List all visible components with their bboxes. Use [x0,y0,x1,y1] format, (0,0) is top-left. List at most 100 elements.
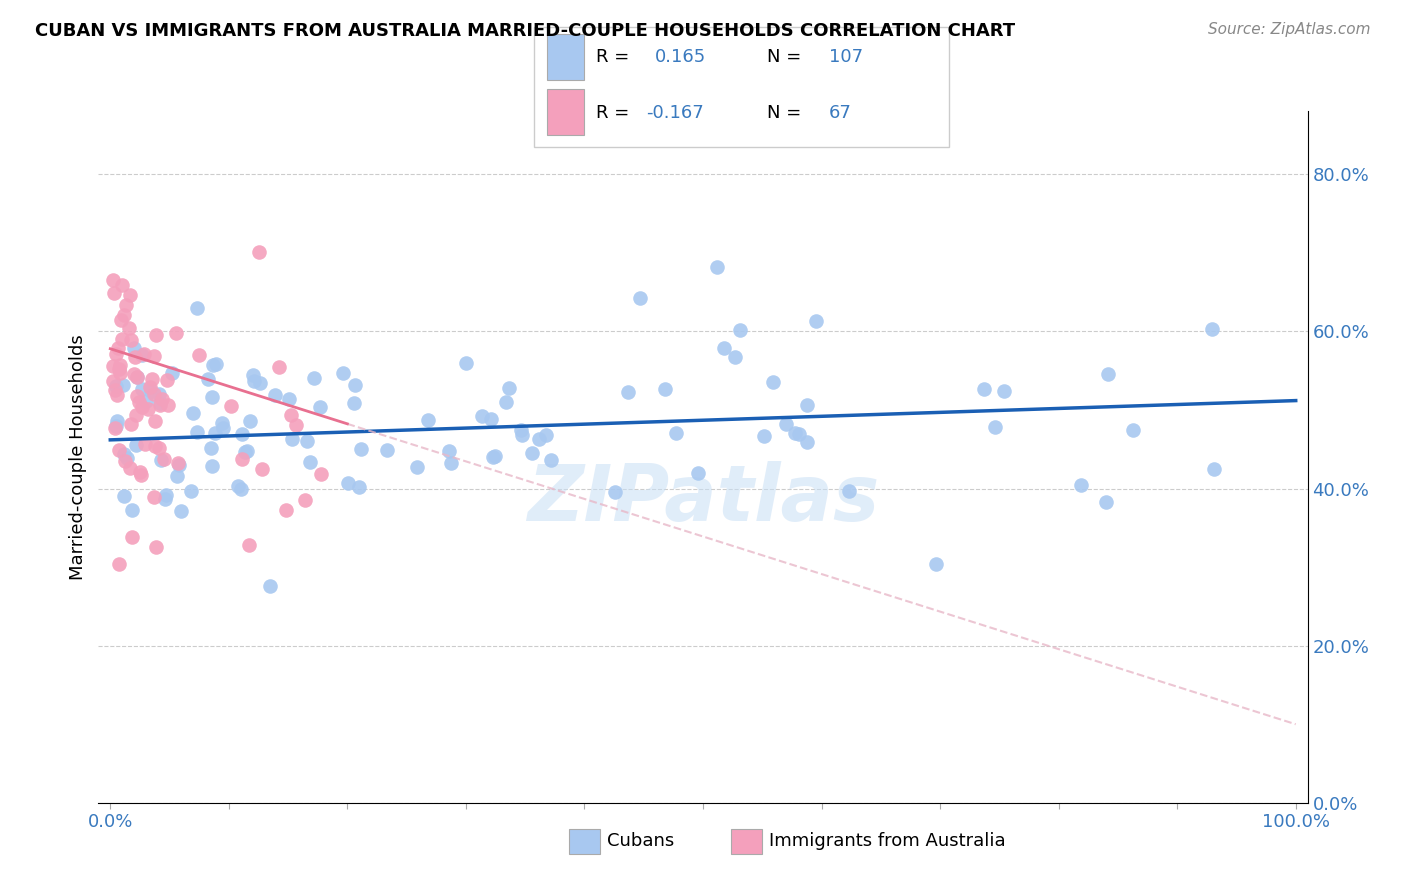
Point [796,398,818,412]
Point [143,490,166,504]
Point [127,370,149,384]
Point [973,382,995,396]
Point [117,320,139,334]
Point [150,392,173,407]
Point [454,356,477,370]
Point [247,245,270,260]
Point [510,423,533,437]
Point [201,390,224,404]
Point [104,420,127,434]
Point [277,392,299,406]
Point [229,482,252,496]
Point [200,441,222,455]
Point [117,450,139,465]
Point [628,291,651,305]
Point [236,444,259,458]
Point [186,425,208,439]
Point [124,367,146,381]
Point [484,450,506,464]
Point [136,402,159,417]
Point [347,480,370,494]
Point [665,426,688,441]
Point [105,414,128,428]
Point [728,323,751,337]
Point [243,374,266,388]
Point [686,466,709,480]
Point [108,358,131,372]
Point [993,384,1015,399]
Text: R =: R = [596,103,636,122]
FancyBboxPatch shape [534,27,949,147]
Point [796,435,818,450]
Point [1201,322,1223,336]
Point [125,389,148,403]
Point [1095,495,1118,509]
Point [108,442,131,457]
Point [1070,478,1092,492]
Point [128,465,150,479]
Y-axis label: Married-couple Households: Married-couple Households [69,334,87,580]
Point [148,441,170,455]
Text: CUBAN VS IMMIGRANTS FROM AUSTRALIA MARRIED-COUPLE HOUSEHOLDS CORRELATION CHART: CUBAN VS IMMIGRANTS FROM AUSTRALIA MARRI… [35,22,1015,40]
Point [105,347,128,361]
Text: Source: ZipAtlas.com: Source: ZipAtlas.com [1208,22,1371,37]
Point [204,357,226,371]
Point [221,399,243,413]
Point [108,362,131,376]
Point [724,350,747,364]
Point [654,382,676,396]
Point [155,373,177,387]
Point [1097,368,1119,382]
Bar [547,34,583,79]
Point [101,374,124,388]
Point [294,492,316,507]
Point [157,398,180,412]
Point [201,459,224,474]
Point [482,450,505,465]
Point [343,396,366,410]
Point [471,409,494,423]
Point [706,260,728,274]
Point [125,438,148,452]
Point [925,557,948,571]
Point [105,379,128,393]
Point [112,378,135,392]
Point [280,408,302,422]
Point [122,341,145,355]
Text: 0.165: 0.165 [655,48,706,67]
Point [108,367,131,381]
Point [1122,423,1144,437]
Point [512,427,534,442]
Point [141,384,163,399]
Point [520,446,543,460]
Point [111,278,134,293]
Point [309,400,332,414]
Point [180,483,202,498]
Point [762,375,785,389]
Text: 107: 107 [828,48,863,67]
Point [440,456,463,470]
Point [495,395,517,409]
Point [242,368,264,383]
Point [101,273,124,287]
Point [145,328,167,343]
Point [167,458,190,472]
Point [143,387,166,401]
Point [115,298,138,312]
Text: 67: 67 [828,103,852,122]
Point [150,453,173,467]
Point [165,326,187,341]
Point [527,432,550,446]
Point [344,377,367,392]
Text: Immigrants from Australia: Immigrants from Australia [769,832,1005,850]
Point [124,351,146,365]
Point [1202,461,1225,475]
Text: N =: N = [766,48,807,67]
Point [132,347,155,361]
Point [416,413,439,427]
Point [125,409,148,423]
Point [713,341,735,355]
Text: N =: N = [766,103,807,122]
Point [170,504,193,518]
Point [142,349,165,363]
